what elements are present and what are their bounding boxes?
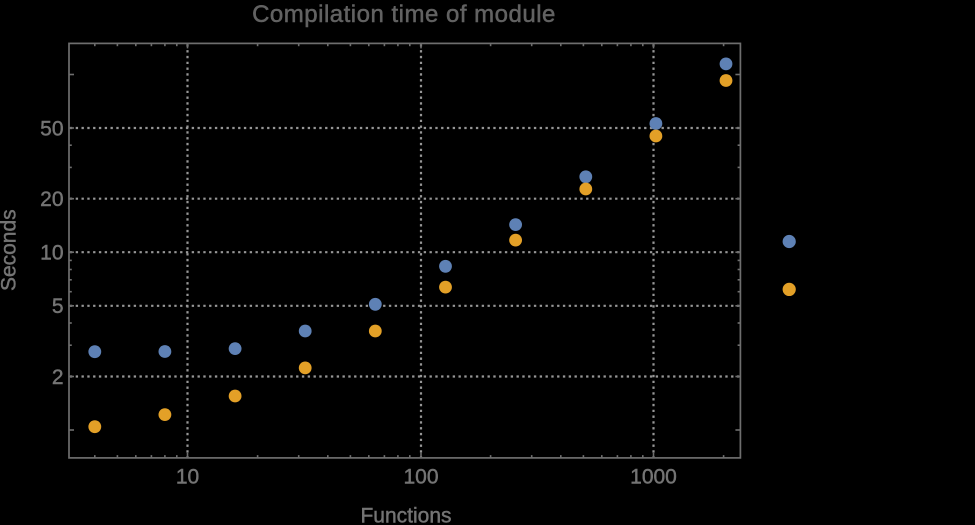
svg-text:20: 20 (40, 188, 63, 211)
svg-text:10: 10 (40, 242, 63, 265)
svg-text:Seconds: Seconds (0, 209, 21, 291)
svg-text:10: 10 (176, 465, 199, 488)
svg-text:Compilation time of module: Compilation time of module (252, 1, 556, 28)
svg-text:1000: 1000 (630, 465, 677, 488)
svg-text:5: 5 (52, 295, 64, 318)
svg-text:100: 100 (403, 465, 438, 488)
svg-text:Functions: Functions (360, 505, 451, 525)
svg-text:50: 50 (40, 117, 63, 140)
svg-text:2: 2 (52, 366, 64, 389)
